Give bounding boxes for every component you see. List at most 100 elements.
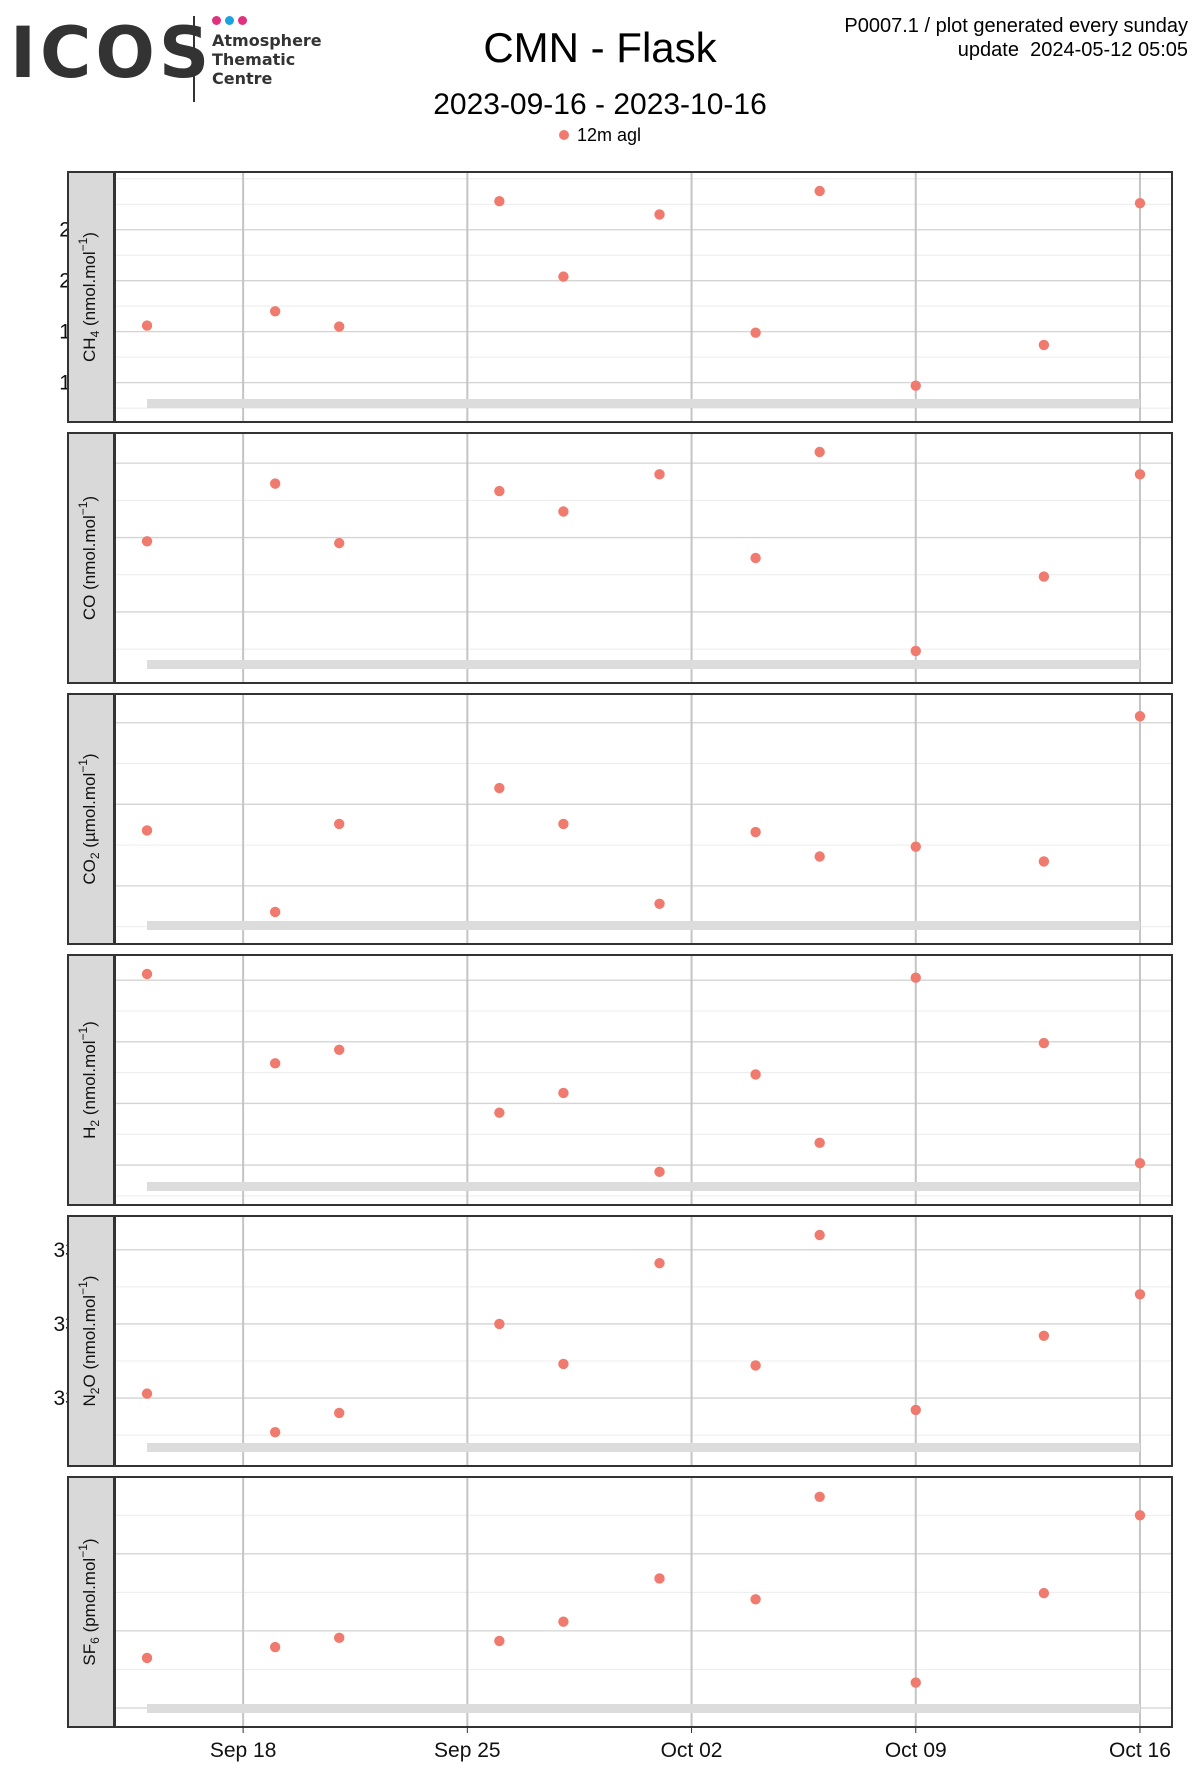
data-point bbox=[269, 1058, 281, 1069]
data-point bbox=[910, 645, 921, 657]
species-subscript: 2 bbox=[88, 1387, 102, 1394]
data-point bbox=[269, 1641, 281, 1653]
species-name: H bbox=[80, 1127, 99, 1139]
unit-text: ) bbox=[80, 496, 99, 502]
data-point bbox=[141, 968, 153, 980]
logo-subtitle: Atmosphere Thematic Centre bbox=[212, 31, 352, 88]
data-point bbox=[269, 906, 281, 918]
data-point bbox=[334, 1044, 345, 1056]
unit-text: (pmol.mol bbox=[80, 1558, 99, 1637]
flag-bar bbox=[147, 660, 1140, 669]
chart-panel: 100120140CO (nmol.mol−1) bbox=[67, 432, 1173, 684]
data-point bbox=[558, 1358, 569, 1370]
species-subscript: 6 bbox=[88, 1637, 102, 1644]
data-point bbox=[814, 185, 825, 197]
data-point bbox=[334, 1632, 345, 1644]
data-point bbox=[558, 1087, 569, 1099]
data-point bbox=[494, 1318, 505, 1330]
panel-strip bbox=[67, 432, 115, 684]
data-point bbox=[1038, 1587, 1050, 1599]
data-point bbox=[334, 321, 345, 332]
data-point bbox=[141, 1388, 153, 1399]
unit-superscript: −1 bbox=[76, 1027, 90, 1041]
plot-title: CMN - Flask bbox=[483, 24, 717, 71]
chart-panel: 1950197520002025CH4 (nmol.mol−1) bbox=[59, 171, 1173, 423]
flag-bar bbox=[147, 1704, 1140, 1713]
logo-dots bbox=[212, 16, 247, 26]
panel-axis-label: CO2 (µmol.mol−1) bbox=[76, 753, 102, 884]
panel-strip bbox=[67, 954, 115, 1206]
data-point bbox=[141, 536, 153, 547]
legend: 12m agl bbox=[0, 125, 1200, 146]
data-point bbox=[814, 446, 825, 458]
data-point bbox=[1134, 469, 1146, 480]
panel-strip bbox=[67, 1476, 115, 1728]
data-point bbox=[814, 1137, 825, 1149]
unit-superscript: −1 bbox=[76, 237, 90, 251]
logo-subtitle-line: Centre bbox=[212, 69, 273, 88]
species-name: CO bbox=[80, 595, 99, 621]
data-point bbox=[910, 1677, 921, 1688]
data-point bbox=[1134, 711, 1146, 722]
species-subscript: 4 bbox=[88, 330, 102, 337]
data-point bbox=[494, 782, 505, 794]
logo-dot bbox=[212, 16, 221, 25]
plot-info-line: P0007.1 / plot generated every sunday bbox=[844, 15, 1188, 37]
panel-strip bbox=[67, 171, 115, 423]
chart-panel: 415420425CO2 (µmol.mol−1) bbox=[67, 693, 1173, 945]
data-point bbox=[750, 552, 761, 564]
unit-text: ) bbox=[80, 1021, 99, 1027]
species-name: CO bbox=[80, 859, 99, 885]
unit-superscript: −1 bbox=[76, 1544, 90, 1558]
data-point bbox=[1134, 1289, 1146, 1300]
data-point bbox=[558, 271, 569, 282]
logo-subtitle-line: Atmosphere bbox=[212, 31, 322, 50]
species-name: SF bbox=[80, 1644, 99, 1666]
unit-text: (µmol.mol bbox=[80, 773, 99, 853]
unit-text: ) bbox=[80, 1276, 99, 1282]
data-point bbox=[750, 1069, 761, 1080]
data-point bbox=[494, 195, 505, 207]
data-point bbox=[910, 380, 921, 391]
species-subscript: 2 bbox=[88, 1120, 102, 1127]
data-point bbox=[654, 898, 665, 909]
update-timestamp: update 2024-05-12 05:05 bbox=[957, 39, 1188, 61]
unit-superscript: −1 bbox=[76, 759, 90, 773]
data-point bbox=[558, 506, 569, 517]
data-point bbox=[1134, 1510, 1146, 1521]
species-name: N bbox=[80, 1394, 99, 1406]
panel-frame bbox=[114, 954, 1173, 1206]
date-range: 2023-09-16 - 2023-10-16 bbox=[433, 88, 767, 121]
data-point bbox=[910, 841, 921, 852]
flag-bar bbox=[147, 399, 1140, 408]
unit-text: ) bbox=[80, 753, 99, 759]
flag-bar bbox=[147, 1182, 1140, 1191]
chart-panel: 11.611.711.8SF6 (pmol.mol−1) bbox=[67, 1476, 1173, 1728]
x-tick-label: Sep 18 bbox=[210, 1739, 277, 1762]
logo-dot bbox=[238, 16, 247, 25]
data-point bbox=[141, 320, 153, 331]
x-tick-label: Oct 16 bbox=[1109, 1739, 1171, 1762]
data-point bbox=[654, 1257, 665, 1269]
data-point bbox=[558, 1616, 569, 1627]
plot-info: P0007.1 / plot generated every sunday up… bbox=[844, 14, 1188, 62]
data-point bbox=[494, 485, 505, 497]
unit-superscript: −1 bbox=[76, 501, 90, 515]
panel-axis-label: CH4 (nmol.mol−1) bbox=[76, 232, 102, 362]
data-point bbox=[814, 851, 825, 862]
legend-marker bbox=[558, 130, 569, 140]
species-name: CH bbox=[80, 337, 99, 362]
unit-text: ) bbox=[80, 232, 99, 238]
data-point bbox=[494, 1635, 505, 1647]
species-name-tail: O bbox=[80, 1374, 99, 1387]
data-point bbox=[750, 327, 761, 338]
panel-strip bbox=[67, 1215, 115, 1467]
data-point bbox=[910, 1404, 921, 1416]
legend-label: 12m agl bbox=[576, 125, 642, 145]
unit-text: (nmol.mol bbox=[80, 1041, 99, 1120]
chart-panel: 337.0337.5338.0N2O (nmol.mol−1) bbox=[53, 1215, 1173, 1467]
data-point bbox=[910, 972, 921, 983]
unit-text: (nmol.mol bbox=[80, 515, 99, 594]
panel-axis-label: N2O (nmol.mol−1) bbox=[76, 1276, 102, 1407]
x-tick-label: Oct 02 bbox=[661, 1739, 723, 1762]
